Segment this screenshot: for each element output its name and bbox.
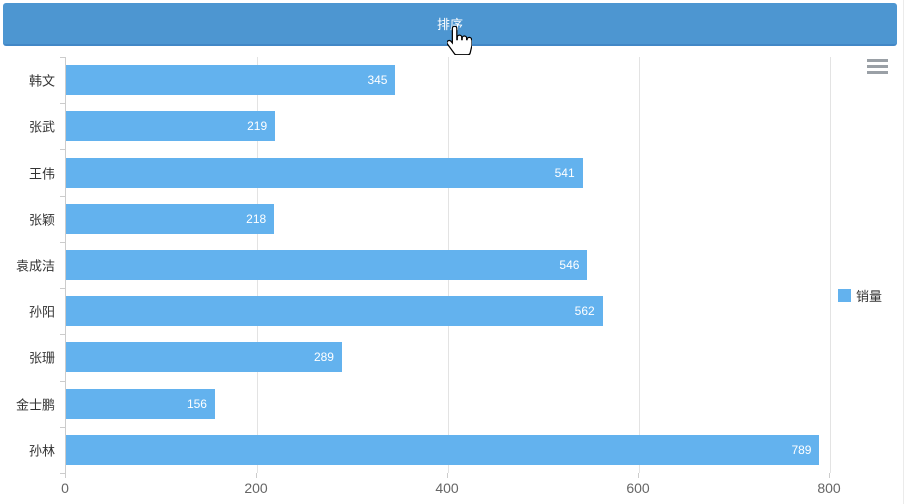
category-label: 张颖 xyxy=(28,212,55,228)
sort-button[interactable]: 排序 xyxy=(3,3,897,46)
bar-value-label: 218 xyxy=(246,211,267,226)
legend-label: 销量 xyxy=(856,289,883,304)
category-label: 韩文 xyxy=(28,73,55,89)
y-axis-tick xyxy=(60,195,65,197)
x-axis-tick xyxy=(256,473,257,478)
bar-韩文[interactable]: 345 xyxy=(66,65,396,96)
y-axis-tick xyxy=(60,57,65,58)
bar-value-label: 546 xyxy=(559,257,580,272)
y-axis-tick xyxy=(60,334,65,336)
y-axis-tick xyxy=(60,241,65,243)
grid-line xyxy=(830,57,831,473)
category-label: 张珊 xyxy=(28,350,55,366)
bar-band: 562 xyxy=(66,288,830,334)
grid-line xyxy=(639,57,640,473)
y-axis-tick xyxy=(60,426,65,428)
category-label: 袁成洁 xyxy=(15,258,55,274)
bar-孙阳[interactable]: 562 xyxy=(66,296,603,327)
y-axis-tick xyxy=(60,380,65,382)
y-axis-labels: 韩文张武王伟张颖袁成洁孙阳张珊金士鹏孙林 xyxy=(0,57,55,473)
category-label: 孙阳 xyxy=(28,304,55,320)
bar-band: 156 xyxy=(66,381,830,427)
x-axis-tick xyxy=(638,473,639,478)
y-axis-tick xyxy=(60,149,65,151)
x-axis-tick-label: 0 xyxy=(61,480,69,496)
bar-band: 218 xyxy=(66,196,830,242)
category-label: 孙林 xyxy=(28,443,55,459)
bar-band: 345 xyxy=(66,57,830,103)
bar-孙林[interactable]: 789 xyxy=(66,434,820,465)
bar-band: 541 xyxy=(66,149,830,195)
category-label: 王伟 xyxy=(28,166,55,182)
bar-chart: 韩文张武王伟张颖袁成洁孙阳张珊金士鹏孙林 345 219 541 218 546 562 2… xyxy=(0,46,904,504)
bar-band: 789 xyxy=(66,427,830,473)
bar-value-label: 789 xyxy=(791,442,812,457)
legend-item-sales[interactable]: 销量 xyxy=(838,286,882,305)
hamburger-line xyxy=(867,65,888,68)
bar-张珊[interactable]: 289 xyxy=(66,342,342,373)
bar-袁成洁[interactable]: 546 xyxy=(66,249,588,280)
hamburger-menu-icon[interactable] xyxy=(867,59,888,74)
bar-张武[interactable]: 219 xyxy=(66,111,276,142)
category-label: 张武 xyxy=(28,119,55,135)
bar-band: 219 xyxy=(66,103,830,149)
y-axis-tick xyxy=(60,288,65,290)
y-axis-tick xyxy=(60,473,65,474)
x-axis-tick-label: 800 xyxy=(817,480,841,496)
bar-value-label: 156 xyxy=(186,396,207,411)
bar-value-label: 345 xyxy=(367,73,388,88)
x-axis-tick xyxy=(447,473,448,478)
hamburger-line xyxy=(867,71,888,74)
chart-plot-area: 345 219 541 218 546 562 289 156 789 xyxy=(65,57,831,473)
x-axis-tick-label: 600 xyxy=(626,480,650,496)
hamburger-line xyxy=(867,59,888,62)
bar-value-label: 219 xyxy=(247,119,268,134)
x-axis-tick-label: 200 xyxy=(244,480,268,496)
x-axis-tick-label: 400 xyxy=(435,480,459,496)
legend-swatch xyxy=(838,289,851,302)
x-axis-tick xyxy=(65,473,66,478)
x-axis-tick xyxy=(829,473,830,478)
bar-band: 546 xyxy=(66,242,830,288)
bar-王伟[interactable]: 541 xyxy=(66,157,583,188)
bar-value-label: 289 xyxy=(313,350,334,365)
bar-value-label: 541 xyxy=(554,165,575,180)
bar-value-label: 562 xyxy=(574,304,595,319)
y-axis-tick xyxy=(60,103,65,105)
bar-band: 289 xyxy=(66,334,830,380)
category-label: 金士鹏 xyxy=(15,397,55,413)
bar-张颖[interactable]: 218 xyxy=(66,203,275,234)
bar-金士鹏[interactable]: 156 xyxy=(66,388,215,419)
